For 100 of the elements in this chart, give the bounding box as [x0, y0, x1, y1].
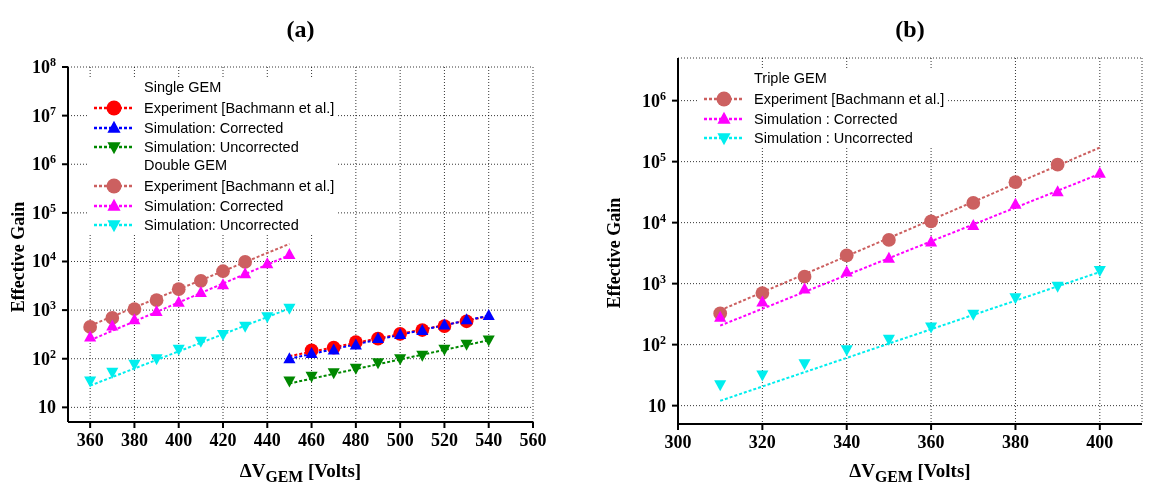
x-tick-label: 380 [1001, 432, 1029, 452]
point [349, 363, 362, 375]
point [714, 380, 727, 392]
legend-label: Simulation: Uncorrected [144, 139, 299, 156]
x-tick-label: 460 [298, 430, 326, 450]
point [371, 358, 385, 370]
x-tick-label: 560 [519, 430, 547, 450]
point [128, 359, 141, 371]
x-tick-label: 480 [342, 430, 370, 450]
legend-label: Simulation : Uncorrected [754, 130, 913, 147]
x-tick-label: 360 [76, 430, 104, 450]
legend-label: Experiment [Bachmann et al.] [144, 100, 335, 117]
point [327, 368, 340, 380]
point [394, 354, 407, 366]
x-tick-label: 540 [475, 430, 503, 450]
x-tick-label: 500 [386, 430, 414, 450]
point [106, 319, 119, 331]
point [149, 293, 164, 308]
x-tick-label: 320 [748, 432, 776, 452]
point [1008, 175, 1023, 190]
point [216, 278, 230, 290]
point [882, 251, 895, 263]
point [924, 214, 938, 229]
x-tick-label: 340 [833, 432, 861, 452]
point [882, 334, 895, 346]
x-axis-title: ΔV$_{GEM}$ [Volts] [239, 460, 362, 485]
point [967, 219, 980, 231]
y-tick-label: 10 [38, 397, 56, 418]
x-axis-title: ΔV$_{GEM}$ [Volts] [849, 460, 971, 485]
y-tick-label: 10$^{3}$ [32, 298, 56, 321]
point [150, 354, 163, 366]
point [1009, 197, 1022, 209]
point [283, 303, 296, 315]
point [283, 352, 296, 364]
x-tick-label: 420 [209, 430, 237, 450]
point [416, 350, 429, 362]
point [305, 371, 318, 383]
point [966, 196, 981, 210]
y-tick-label: 10$^{4}$ [32, 249, 56, 272]
point [1050, 157, 1065, 172]
point [305, 347, 318, 359]
x-tick-label: 400 [165, 430, 193, 450]
point [925, 235, 938, 247]
point [1051, 281, 1064, 293]
legend-title: Triple GEM [753, 70, 828, 88]
x-tick-label: 520 [430, 430, 458, 450]
point [460, 313, 473, 325]
point [438, 344, 451, 356]
point [83, 320, 98, 334]
point [128, 313, 141, 325]
point [482, 309, 495, 321]
point [239, 321, 252, 333]
y-tick-label: 10$^{5}$ [32, 200, 56, 223]
y-tick-label: 10$^{5}$ [642, 149, 666, 172]
y-tick-label: 10$^{6}$ [32, 152, 56, 175]
point [714, 310, 727, 322]
point [1093, 166, 1106, 178]
point [261, 312, 274, 324]
point [106, 367, 119, 379]
point [283, 248, 296, 260]
y-tick-label: 10$^{7}$ [32, 103, 56, 126]
point [756, 370, 769, 382]
point [840, 345, 853, 357]
annotation: Single GEM [143, 79, 223, 97]
point [127, 302, 142, 316]
x-tick-label: 440 [253, 430, 281, 450]
x-tick-label: 300 [664, 432, 692, 452]
point [798, 359, 811, 371]
legend-label: Simulation: Corrected [144, 119, 284, 136]
point [798, 282, 811, 294]
point [1051, 185, 1064, 197]
point [967, 309, 980, 321]
y-tick-label: 10 [648, 395, 666, 416]
annotation: Double GEM [143, 157, 228, 175]
point [105, 311, 120, 325]
point [171, 282, 186, 297]
x-tick-label: 380 [120, 430, 148, 450]
point [840, 265, 853, 277]
point [172, 295, 185, 307]
y-tick-label: 10$^{2}$ [642, 332, 666, 355]
legend-label: Experiment [Bachmann et al.] [754, 91, 945, 108]
point [193, 273, 208, 288]
point [172, 344, 185, 356]
legend-label: Simulation : Corrected [754, 110, 898, 127]
x-tick-label: 400 [1086, 432, 1114, 452]
y-tick-label: 10$^{6}$ [642, 88, 666, 111]
point [1009, 293, 1022, 305]
y-axis-title: Effective Gain [7, 201, 29, 312]
point [238, 255, 253, 269]
point [150, 305, 163, 317]
chart-title: (a) [285, 16, 316, 43]
legend-label: Simulation: Corrected [144, 197, 284, 214]
point [261, 257, 274, 269]
point [1093, 265, 1106, 277]
point [839, 248, 854, 263]
point [84, 330, 97, 342]
x-tick-label: 360 [917, 432, 945, 452]
point [797, 269, 812, 284]
point [460, 339, 473, 351]
point [216, 330, 230, 342]
